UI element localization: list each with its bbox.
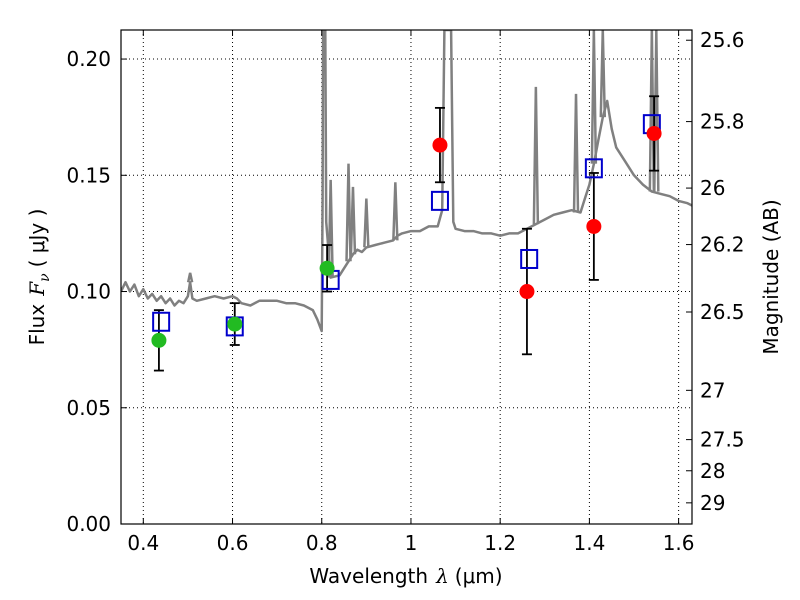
x-tick-label: 1.6 (663, 531, 695, 555)
y-tick-label: 0.20 (66, 47, 111, 71)
y2-tick-label: 27.5 (700, 428, 745, 452)
spectrum-emission-line (599, 30, 607, 118)
x-tick-label: 0.8 (306, 531, 338, 555)
spectrum-emission-line (392, 182, 399, 241)
y-axis-ticks: 0.00 0.05 0.10 0.15 0.20 (66, 47, 127, 536)
spectrum-emission-line (186, 272, 194, 283)
y-tick-label: 0.10 (66, 280, 111, 304)
spectrum-emission-line (590, 30, 598, 164)
data-point (319, 260, 335, 276)
y2-tick-label: 27 (700, 378, 725, 402)
x-tick-label: 1 (405, 531, 418, 555)
spectrum-emission-line (349, 186, 357, 255)
y-tick-label: 0.05 (66, 396, 111, 420)
x-axis-ticks: 0.4 0.6 0.8 1 1.2 1.4 1.6 (127, 30, 695, 555)
spectrum-emission-line (572, 93, 580, 213)
y2-tick-label: 25.8 (700, 110, 745, 134)
data-point (519, 284, 535, 300)
data-point (151, 332, 167, 348)
y2-tick-label: 26.2 (700, 233, 745, 257)
data-point (646, 125, 662, 141)
data-point (227, 316, 243, 332)
data-point (586, 218, 602, 234)
spectrum-layer (121, 30, 692, 333)
spectrum-emission-line (363, 198, 370, 248)
x-tick-label: 1.4 (573, 531, 605, 555)
y2-tick-label: 28 (700, 459, 725, 483)
spectrum-line (121, 30, 692, 333)
spectrum-emission-line (532, 86, 540, 225)
x-axis-label: Wavelength λ (μm) (309, 564, 502, 588)
model-square-marker (430, 190, 449, 211)
x-tick-label: 0.6 (217, 531, 249, 555)
spectrum-emission-line (345, 163, 352, 262)
y2-tick-label: 29 (700, 491, 725, 515)
model-square-marker (584, 158, 603, 179)
model-square-marker (520, 248, 539, 269)
y2-tick-label: 26.5 (700, 300, 745, 324)
x-tick-label: 0.4 (127, 531, 159, 555)
y-tick-label: 0.00 (66, 512, 111, 536)
y2-axis-ticks: 25.6 25.8 26 26.2 26.5 27 27.5 28 29 (686, 28, 745, 515)
model-square-marker (152, 311, 171, 332)
y-axis-label: FluxFν( μJy ) (25, 209, 53, 346)
y2-tick-label: 26 (700, 176, 725, 200)
x-tick-label: 1.2 (484, 531, 516, 555)
y-tick-label: 0.15 (66, 163, 111, 187)
plot-frame (120, 29, 693, 525)
y2-tick-label: 25.6 (700, 28, 745, 52)
y2-axis-label: Magnitude (AB) (759, 199, 783, 354)
data-point (432, 137, 448, 153)
points-layer (151, 95, 662, 372)
